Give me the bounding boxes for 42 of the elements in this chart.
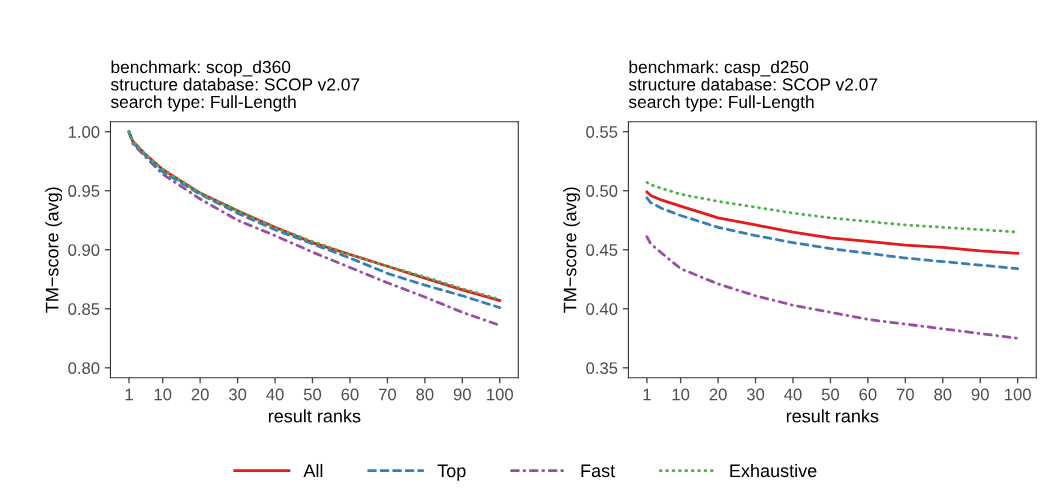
legend-label: Fast bbox=[581, 464, 616, 478]
x-tick-label: 20 bbox=[709, 388, 727, 401]
x-tick-label: 40 bbox=[266, 388, 284, 401]
x-tick-label: 70 bbox=[896, 388, 914, 401]
x-tick-label: 80 bbox=[934, 388, 952, 401]
x-tick-label: 60 bbox=[341, 388, 359, 401]
legend-label: Exhaustive bbox=[730, 463, 817, 478]
x-tick-label: 50 bbox=[303, 388, 322, 401]
x-tick-label: 80 bbox=[416, 388, 434, 401]
x-tick-label: 100 bbox=[487, 388, 513, 401]
x-tick-label: 1 bbox=[125, 388, 133, 401]
y-tick-label: 0.50 bbox=[586, 185, 618, 197]
x-tick-label: 70 bbox=[378, 388, 397, 401]
x-tick-label: 40 bbox=[784, 388, 802, 401]
x-tick-label: 90 bbox=[453, 388, 471, 401]
y-tick-label: 0.95 bbox=[68, 185, 100, 197]
y-tick-label: 0.90 bbox=[68, 244, 100, 256]
chart-title: benchmark: casp_d250 structure database: SCOP v2.07 search type: Full-Length bbox=[628, 60, 878, 112]
x-tick-label: 30 bbox=[228, 388, 247, 401]
x-tick-label: 10 bbox=[672, 388, 690, 401]
y-tick-label: 0.55 bbox=[586, 126, 618, 138]
y-tick-label: 1.00 bbox=[68, 126, 100, 138]
x-tick-label: 50 bbox=[821, 388, 840, 401]
x-tick-label: 20 bbox=[191, 388, 209, 401]
y-tick-label: 0.45 bbox=[586, 244, 618, 256]
x-axis-title: result ranks bbox=[786, 409, 879, 423]
y-tick-label: 0.40 bbox=[586, 303, 618, 315]
x-tick-label: 10 bbox=[154, 388, 172, 401]
x-tick-label: 1 bbox=[643, 388, 651, 401]
y-tick-label: 0.85 bbox=[68, 303, 100, 315]
legend-label: Top bbox=[437, 464, 466, 481]
y-axis-title: TM−score (avg) bbox=[45, 187, 63, 313]
chart-title: benchmark: scop_d360 structure database: SCOP v2.07 search type: Full-Length bbox=[110, 60, 360, 112]
x-tick-label: 100 bbox=[1005, 388, 1031, 401]
y-axis-title: TM−score (avg) bbox=[563, 187, 580, 313]
legend-label: All bbox=[303, 463, 323, 477]
x-tick-label: 30 bbox=[746, 388, 765, 401]
x-tick-label: 60 bbox=[859, 388, 877, 401]
x-tick-label: 90 bbox=[971, 388, 989, 401]
x-axis-title: result ranks bbox=[268, 409, 361, 423]
y-tick-label: 0.80 bbox=[68, 362, 100, 375]
y-tick-label: 0.35 bbox=[586, 362, 618, 375]
